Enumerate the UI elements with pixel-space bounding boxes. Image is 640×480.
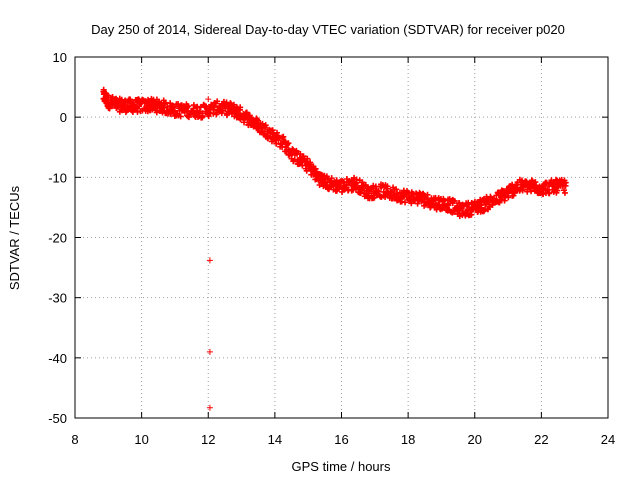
- x-tick-label: 12: [201, 432, 215, 447]
- data-point: [254, 116, 261, 123]
- x-axis-label: GPS time / hours: [292, 459, 391, 474]
- data-point: [297, 151, 304, 158]
- data-point: [270, 131, 277, 138]
- data-point: [353, 176, 360, 183]
- y-tick-label: -10: [48, 170, 67, 185]
- data-point: [393, 186, 400, 193]
- y-tick-label: -40: [48, 351, 67, 366]
- data-point: [441, 197, 448, 204]
- y-tick-label: 0: [60, 110, 67, 125]
- outlier-point: [205, 96, 212, 103]
- data-point: [483, 199, 490, 206]
- data-point: [375, 188, 382, 195]
- data-point: [398, 198, 405, 205]
- data-point: [496, 199, 503, 206]
- data-point: [177, 113, 184, 120]
- data-point: [451, 198, 458, 205]
- data-point: [384, 183, 391, 190]
- x-tick-label: 10: [134, 432, 148, 447]
- x-tick-label: 20: [468, 432, 482, 447]
- chart-title: Day 250 of 2014, Sidereal Day-to-day VTE…: [91, 22, 565, 37]
- data-point: [316, 182, 323, 189]
- x-tick-label: 22: [534, 432, 548, 447]
- y-tick-label: -50: [48, 411, 67, 426]
- outlier-point: [206, 257, 213, 264]
- x-tick-label: 16: [334, 432, 348, 447]
- data-point: [190, 102, 197, 109]
- y-axis-label: SDTVAR / TECUs: [7, 185, 22, 290]
- data-point: [285, 140, 292, 147]
- data-point: [387, 188, 394, 195]
- y-tick-label: 10: [53, 50, 67, 65]
- data-point: [170, 102, 177, 109]
- data-point: [359, 186, 366, 193]
- data-point: [199, 112, 206, 119]
- data-point: [486, 203, 493, 210]
- data-point: [443, 202, 450, 209]
- data-point: [307, 159, 314, 166]
- data-point: [185, 103, 192, 110]
- data-point: [544, 186, 551, 193]
- data-point: [237, 104, 244, 111]
- x-tick-label: 14: [268, 432, 282, 447]
- data-point: [290, 147, 297, 154]
- data-point: [561, 189, 568, 196]
- data-point: [333, 177, 340, 184]
- x-tick-label: 24: [601, 432, 615, 447]
- data-point: [214, 98, 221, 105]
- axis-ticks: 8 10 12 14 16 18 20 22 24 -50 -40 -30 -20 -10 0 10: [48, 50, 615, 447]
- data-point: [402, 199, 409, 206]
- y-tick-label: -30: [48, 291, 67, 306]
- data-point: [269, 127, 276, 134]
- x-tick-label: 8: [71, 432, 78, 447]
- data-point: [414, 200, 421, 207]
- outlier-point: [206, 348, 213, 355]
- data-point: [343, 181, 350, 188]
- data-point: [562, 182, 569, 189]
- data-point: [312, 165, 319, 172]
- data-point: [540, 191, 547, 198]
- data-point: [241, 119, 248, 126]
- data-point: [362, 181, 369, 188]
- x-tick-label: 18: [401, 432, 415, 447]
- data-point: [546, 190, 553, 197]
- outlier-point: [206, 404, 213, 411]
- data-point: [203, 103, 210, 110]
- data-point: [175, 100, 182, 107]
- data-point: [262, 122, 269, 129]
- data-point: [498, 196, 505, 203]
- y-tick-label: -20: [48, 231, 67, 246]
- data-markers: [100, 86, 569, 411]
